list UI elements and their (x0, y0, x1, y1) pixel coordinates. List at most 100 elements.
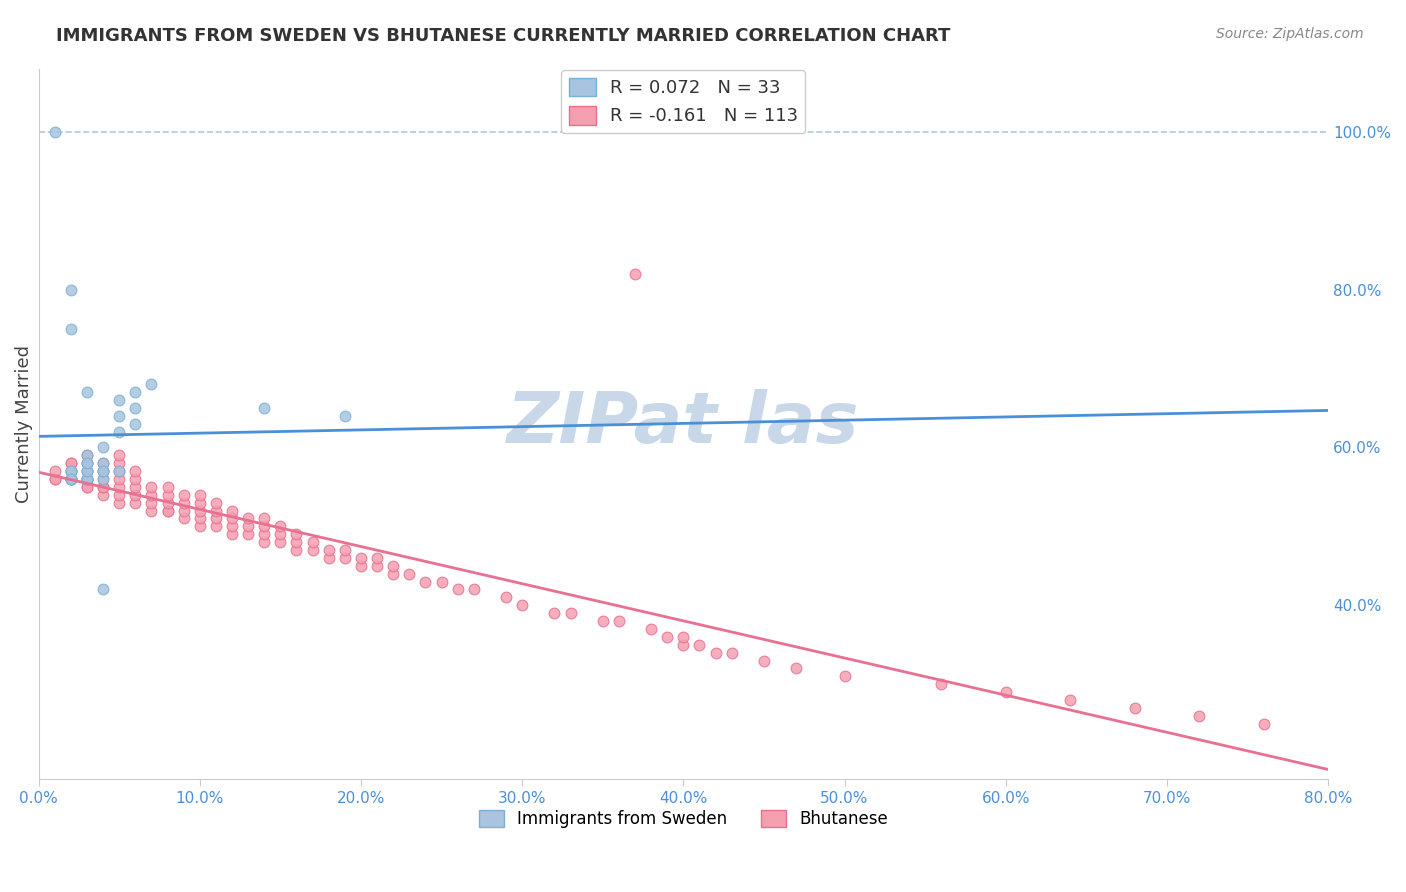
Point (141, 377, 163, 392)
Point (76, 448, 98, 462)
Point (333, 409, 356, 423)
Point (173, 496, 195, 510)
Point (994, 685, 1017, 699)
Point (59, 472, 82, 486)
Point (76, 480, 98, 494)
Point (141, 488, 163, 502)
Point (108, 480, 131, 494)
Point (156, 503, 179, 517)
Point (76, 472, 98, 486)
Point (76, 456, 98, 470)
Point (592, 614, 614, 628)
Point (495, 591, 517, 605)
Point (76, 448, 98, 462)
Point (173, 488, 195, 502)
Point (156, 488, 179, 502)
Point (44, 125, 66, 139)
Point (124, 385, 146, 400)
Point (430, 574, 453, 589)
Point (366, 558, 388, 573)
Point (44, 464, 66, 478)
Point (366, 550, 388, 565)
Point (59, 464, 82, 478)
Point (785, 661, 807, 675)
Point (108, 425, 131, 439)
Point (350, 558, 373, 573)
Point (318, 543, 340, 558)
Point (285, 543, 308, 558)
Point (59, 464, 82, 478)
Point (108, 409, 131, 423)
Point (1253, 716, 1275, 731)
Point (253, 535, 276, 549)
Point (156, 496, 179, 510)
Point (301, 543, 323, 558)
Point (108, 464, 131, 478)
Point (463, 582, 485, 597)
Point (156, 480, 179, 494)
Point (269, 535, 291, 549)
Point (285, 535, 308, 549)
Point (398, 566, 420, 581)
Point (253, 511, 276, 525)
Point (221, 503, 243, 517)
Point (91, 480, 114, 494)
Point (269, 519, 291, 533)
Point (124, 480, 146, 494)
Point (76, 472, 98, 486)
Point (1123, 701, 1146, 715)
Point (59, 322, 82, 336)
Point (752, 653, 775, 667)
Point (704, 646, 727, 660)
Point (91, 488, 114, 502)
Point (91, 472, 114, 486)
Point (59, 456, 82, 470)
Point (76, 385, 98, 400)
Point (124, 417, 146, 431)
Point (156, 503, 179, 517)
Point (205, 496, 228, 510)
Point (59, 472, 82, 486)
Point (76, 480, 98, 494)
Point (624, 267, 647, 281)
Text: ZIPat las: ZIPat las (508, 389, 859, 458)
Point (59, 456, 82, 470)
Point (236, 527, 259, 541)
Point (108, 448, 131, 462)
Point (447, 582, 470, 597)
Point (543, 606, 565, 620)
Point (124, 488, 146, 502)
Point (301, 535, 323, 549)
Point (91, 464, 114, 478)
Point (318, 550, 340, 565)
Point (76, 472, 98, 486)
Point (382, 558, 405, 573)
Point (333, 550, 356, 565)
Point (672, 638, 695, 652)
Point (124, 472, 146, 486)
Point (188, 488, 211, 502)
Point (269, 527, 291, 541)
Point (59, 472, 82, 486)
Point (91, 464, 114, 478)
Point (108, 472, 131, 486)
Point (44, 472, 66, 486)
Point (657, 630, 679, 644)
Point (91, 456, 114, 470)
Point (91, 582, 114, 597)
Point (1059, 693, 1081, 707)
Point (253, 527, 276, 541)
Point (720, 646, 742, 660)
Y-axis label: Currently Married: Currently Married (15, 344, 32, 503)
Point (173, 503, 195, 517)
Point (188, 519, 211, 533)
Point (688, 638, 710, 652)
Point (415, 574, 437, 589)
Point (59, 472, 82, 486)
Legend: Immigrants from Sweden, Bhutanese: Immigrants from Sweden, Bhutanese (472, 803, 894, 835)
Point (141, 480, 163, 494)
Point (59, 283, 82, 297)
Point (188, 503, 211, 517)
Point (76, 464, 98, 478)
Point (236, 511, 259, 525)
